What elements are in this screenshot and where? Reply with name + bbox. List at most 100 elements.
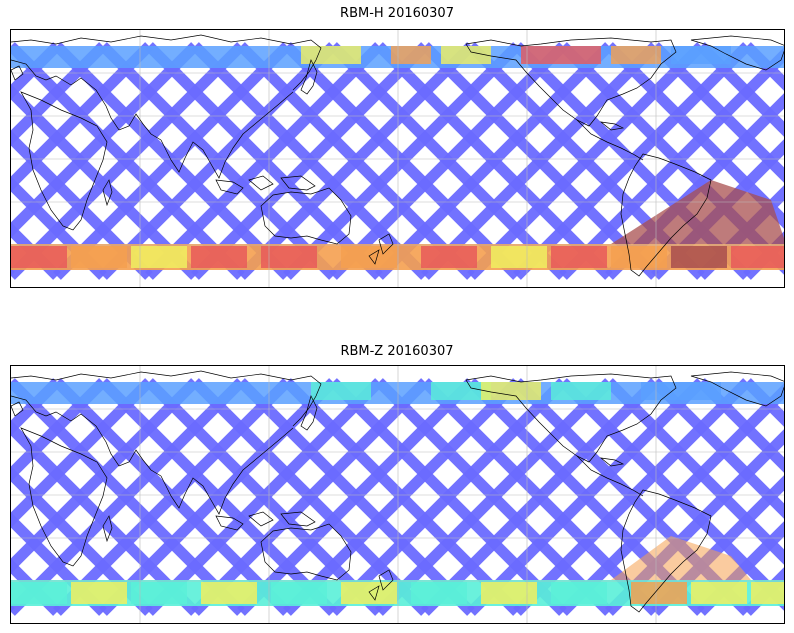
swath-lattice-0	[11, 42, 784, 280]
swath-descending	[237, 42, 475, 280]
swath-descending	[99, 42, 337, 280]
swath-descending	[11, 378, 107, 482]
coastline	[215, 511, 316, 531]
swath-descending	[283, 378, 521, 616]
north-accent	[481, 382, 541, 400]
coastline	[20, 91, 108, 231]
swath-descending	[467, 378, 705, 616]
swath-lattice-1	[11, 378, 784, 616]
coastline	[599, 121, 625, 131]
swath-descending	[191, 378, 429, 616]
north-band-0	[11, 46, 784, 68]
south-accent	[201, 582, 257, 604]
swath-ascending	[697, 42, 784, 137]
swath-descending	[467, 42, 705, 280]
south-accent	[131, 246, 187, 268]
coastline	[11, 370, 322, 427]
swath-descending	[513, 42, 751, 280]
coastlines-1	[11, 370, 784, 613]
swath-descending	[559, 47, 784, 280]
map-panel-rbm-z	[10, 365, 785, 624]
gridlines-1	[11, 366, 784, 623]
north-band-1	[11, 382, 784, 404]
south-accent	[611, 246, 667, 268]
coastlines-0	[11, 34, 784, 277]
north-accent	[641, 382, 721, 400]
coastline	[465, 373, 677, 463]
map-canvas-rbm-h	[11, 30, 784, 287]
swath-descending	[421, 378, 659, 616]
swath-descending	[145, 42, 383, 280]
south-accent	[481, 582, 537, 604]
south-accent	[271, 582, 327, 604]
swath-ascending	[11, 222, 61, 280]
swath-descending	[145, 378, 383, 616]
north-accent	[551, 382, 611, 400]
north-accent	[311, 382, 371, 400]
swath-descending	[11, 42, 107, 146]
north-accent	[391, 46, 431, 64]
swath-descending	[11, 42, 153, 192]
north-accent	[671, 46, 731, 64]
coastline	[599, 457, 625, 467]
swath-descending	[11, 378, 199, 574]
south-accent	[341, 246, 397, 268]
south-accent	[731, 246, 784, 268]
coastline	[620, 489, 712, 613]
coastline	[20, 427, 108, 567]
coastline	[690, 371, 784, 407]
south-accent	[551, 246, 607, 268]
north-accent	[431, 382, 491, 400]
swath-descending	[99, 378, 337, 616]
south-accent	[691, 582, 747, 604]
north-accent	[301, 46, 361, 64]
south-accent	[131, 582, 187, 604]
north-accent	[611, 46, 661, 64]
coastline	[102, 515, 113, 543]
coastline	[576, 455, 644, 497]
swath-ascending	[11, 176, 107, 280]
south-accent	[71, 246, 127, 268]
coastline	[368, 569, 394, 601]
coastline	[102, 179, 113, 207]
coastline	[260, 523, 352, 581]
swath-descending	[11, 42, 199, 238]
coastline	[160, 91, 294, 179]
coastline	[11, 395, 162, 477]
south-accent	[491, 246, 547, 268]
swath-descending	[11, 42, 245, 280]
coastline	[300, 59, 318, 95]
south-accent	[341, 582, 397, 604]
coastline	[11, 59, 162, 141]
coastline	[690, 35, 784, 71]
coastline	[576, 119, 644, 161]
swath-descending	[11, 378, 245, 616]
north-accent	[441, 46, 491, 64]
south-accent	[191, 246, 247, 268]
swath-ascending	[697, 378, 784, 473]
panel-title-top: RBM-H 20160307	[340, 6, 454, 21]
south-accent	[11, 582, 67, 604]
swath-descending	[513, 378, 751, 616]
swath-descending	[11, 42, 61, 100]
swath-descending	[559, 383, 784, 616]
map-panel-rbm-h	[10, 29, 785, 288]
swath-ascending	[11, 558, 61, 616]
south-accent	[11, 246, 67, 268]
coastline	[11, 401, 24, 417]
south-accent	[551, 582, 607, 604]
south-america-anomaly	[611, 536, 751, 580]
swath-descending	[329, 378, 567, 616]
south-america-anomaly	[611, 180, 784, 244]
swath-descending	[329, 42, 567, 280]
swath-descending	[375, 378, 613, 616]
coastline	[11, 65, 24, 81]
south-accent	[421, 246, 477, 268]
swath-descending	[421, 42, 659, 280]
swath-ascending	[11, 512, 107, 616]
coastline	[11, 34, 322, 91]
south-accent	[261, 246, 317, 268]
south-accent	[631, 582, 687, 604]
coastline	[465, 37, 677, 127]
swath-descending	[191, 42, 429, 280]
